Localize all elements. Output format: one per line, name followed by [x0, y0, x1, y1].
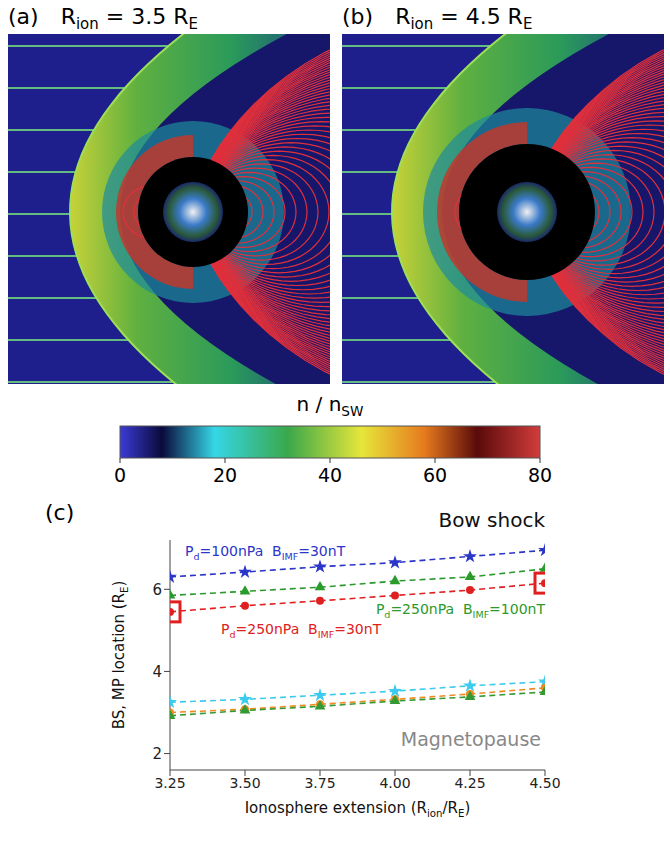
svg-text:3.50: 3.50 — [229, 775, 260, 791]
html-text:Pd=100nPa BIMF=30nT: Pd=100nPa BIMF=30nT — [185, 543, 346, 563]
html-text:Bow shock: Bow shock — [438, 508, 545, 532]
svg-text:3.25: 3.25 — [154, 775, 185, 791]
svg-text:6: 6 — [152, 581, 162, 599]
html-text:n / nSW: n / nSW — [296, 392, 364, 419]
html-text:(a): (a) — [8, 4, 39, 29]
svg-text:3.75: 3.75 — [304, 775, 335, 791]
svg-text:4.00: 4.00 — [379, 775, 410, 791]
html-text:Magnetopause: Magnetopause — [400, 728, 541, 751]
html-text:(c): (c) — [45, 500, 75, 525]
svg-text:4.50: 4.50 — [529, 775, 560, 791]
svg-text:40: 40 — [318, 464, 342, 486]
svg-text:0: 0 — [114, 464, 126, 486]
html-text:Rion= 4.5 RE: Rion= 4.5 RE — [395, 4, 533, 34]
svg-text:2: 2 — [152, 745, 162, 763]
html-text:Rion= 3.5 RE: Rion= 3.5 RE — [60, 4, 198, 34]
html-text:Ionosphere extension (Rion/RE): Ionosphere extension (Rion/RE) — [244, 799, 471, 819]
html-text:Pd=250nPa BIMF=30nT: Pd=250nPa BIMF=30nT — [221, 621, 382, 641]
html-text:(b): (b) — [342, 4, 374, 29]
html-text:BS, MP location (R: BS, MP location (R — [110, 592, 128, 730]
svg-text:4: 4 — [152, 663, 162, 681]
html-text:Pd=250nPa BIMF=100nT: Pd=250nPa BIMF=100nT — [375, 600, 545, 620]
svg-text:4.25: 4.25 — [454, 775, 485, 791]
svg-text:20: 20 — [213, 464, 237, 486]
svg-text:60: 60 — [423, 464, 447, 486]
svg-text:80: 80 — [528, 464, 552, 486]
html-text:E: E — [119, 586, 130, 593]
